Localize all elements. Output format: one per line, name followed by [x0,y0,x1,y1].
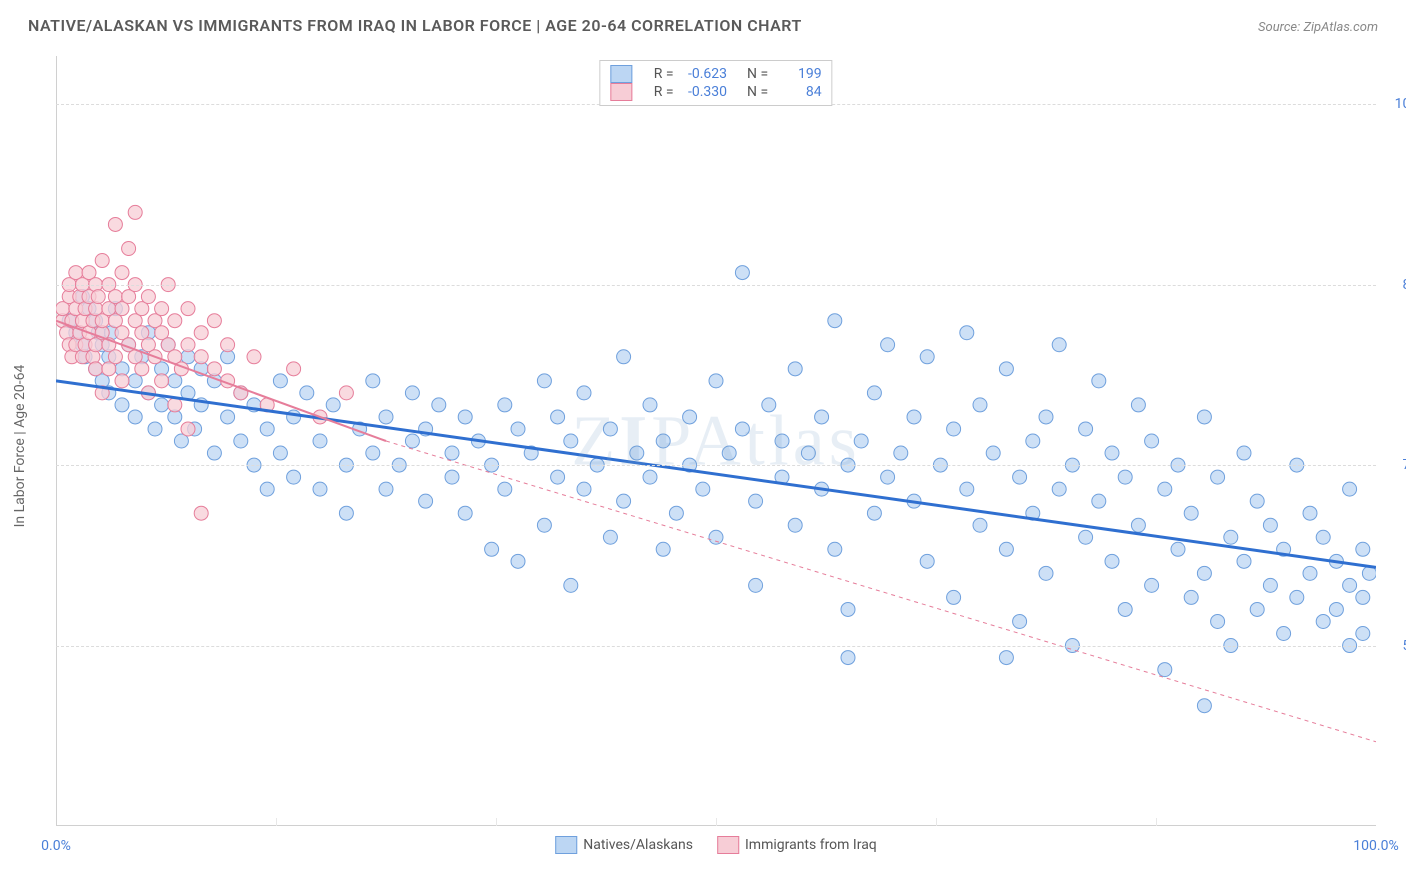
stat-n-natives: 199 [772,66,822,82]
legend-bottom: Natives/Alaskans Immigrants from Iraq [555,836,877,854]
stat-label-n: N [737,66,757,82]
swatch-iraq [610,83,632,101]
swatch-iraq-bottom [717,836,739,854]
xtick-mark [716,818,717,826]
ytick-label: 100.0% [1395,96,1406,112]
correlation-legend: R = -0.623 N = 199 R = -0.330 N = 84 [599,60,832,106]
xtick-label: 0.0% [41,838,71,854]
scatter-svg [56,56,1376,826]
stat-r-iraq: -0.330 [677,84,727,100]
xtick-label: 100.0% [1353,838,1398,854]
legend-label-iraq: Immigrants from Iraq [745,837,877,853]
ytick-label: 70.0% [1402,457,1406,473]
y-axis-title: In Labor Force | Age 20-64 [12,365,28,528]
legend-item-natives: Natives/Alaskans [555,836,693,854]
xtick-mark [936,818,937,826]
swatch-natives-bottom [555,836,577,854]
xtick-mark [1156,818,1157,826]
stat-n-iraq: 84 [772,84,822,100]
title-bar: NATIVE/ALASKAN VS IMMIGRANTS FROM IRAQ I… [0,0,1406,43]
plot-area: R = -0.623 N = 199 R = -0.330 N = 84 ZIP… [56,56,1376,826]
source-name: ZipAtlas.com [1303,20,1378,35]
gridline-h [56,465,1376,466]
legend-label-natives: Natives/Alaskans [583,837,693,853]
stat-r-natives: -0.623 [677,66,727,82]
stat-label-r: R [642,66,662,82]
legend-row-natives: R = -0.623 N = 199 [610,65,821,83]
gridline-h [56,646,1376,647]
xtick-mark [276,818,277,826]
legend-item-iraq: Immigrants from Iraq [717,836,877,854]
ytick-label: 55.0% [1402,638,1406,654]
source-attribution: Source: ZipAtlas.com [1258,20,1378,35]
chart-title: NATIVE/ALASKAN VS IMMIGRANTS FROM IRAQ I… [28,16,802,35]
source-prefix: Source: [1258,20,1303,35]
xtick-mark [496,818,497,826]
ytick-label: 85.0% [1402,277,1406,293]
gridline-h [56,285,1376,286]
legend-row-iraq: R = -0.330 N = 84 [610,83,821,101]
swatch-natives [610,65,632,83]
